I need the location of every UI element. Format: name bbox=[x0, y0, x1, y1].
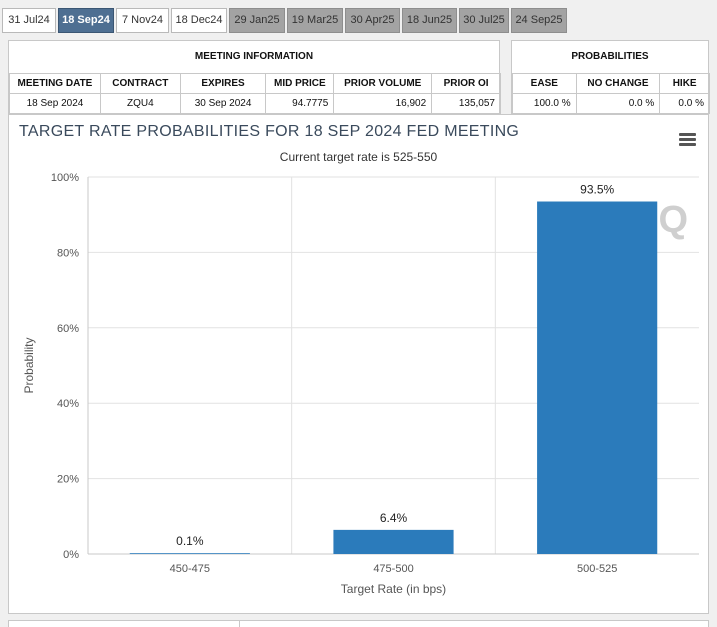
prior-oi-header: PRIOR OI bbox=[431, 73, 501, 94]
x-axis-title: Target Rate (in bps) bbox=[341, 582, 446, 596]
bar-475-500 bbox=[333, 529, 454, 554]
chart-panel: TARGET RATE PROBABILITIES FOR 18 SEP 202… bbox=[8, 114, 709, 614]
meeting-information-table: MEETING DATE CONTRACT EXPIRES MID PRICE … bbox=[9, 73, 501, 114]
x-tick-label: 475-500 bbox=[373, 563, 413, 575]
tab-31-jul24[interactable]: 31 Jul24 bbox=[2, 8, 56, 33]
table-header-row: EASE NO CHANGE HIKE bbox=[512, 73, 710, 94]
expires-value: 30 Sep 2024 bbox=[179, 93, 267, 114]
watermark-logo: Q bbox=[658, 199, 688, 241]
mid-price-header: MID PRICE bbox=[265, 73, 335, 94]
mid-price-value: 94.7775 bbox=[265, 93, 335, 114]
chart-title: TARGET RATE PROBABILITIES FOR 18 SEP 202… bbox=[19, 123, 520, 140]
hike-value: 0.0 % bbox=[659, 93, 710, 114]
tab-19-mar25[interactable]: 19 Mar25 bbox=[287, 8, 343, 33]
y-tick-label: 80% bbox=[57, 247, 79, 259]
x-tick-label: 500-525 bbox=[577, 563, 617, 575]
data-label: 6.4% bbox=[380, 511, 408, 525]
hamburger-menu-icon[interactable] bbox=[679, 133, 696, 147]
table-row: 18 Sep 2024 ZQU4 30 Sep 2024 94.7775 16,… bbox=[9, 93, 501, 114]
bar-chart: 0% 20% 40% 60% 80% 100% 0.1% 450-475 6.4% 475-500… bbox=[22, 172, 699, 596]
y-axis-title: Probability bbox=[22, 337, 36, 393]
tab-30-apr25[interactable]: 30 Apr25 bbox=[345, 8, 400, 33]
tab-30-jul25[interactable]: 30 Jul25 bbox=[459, 8, 509, 33]
bottom-panel-edge bbox=[8, 620, 709, 627]
meeting-date-value: 18 Sep 2024 bbox=[9, 93, 101, 114]
expires-header: EXPIRES bbox=[179, 73, 267, 94]
meeting-information-panel: MEETING INFORMATION MEETING DATE CONTRAC… bbox=[8, 40, 501, 114]
contract-value: ZQU4 bbox=[99, 93, 181, 114]
prior-volume-value: 16,902 bbox=[333, 93, 433, 114]
tab-18-jun25[interactable]: 18 Jun25 bbox=[402, 8, 457, 33]
tab-29-jan25[interactable]: 29 Jan25 bbox=[229, 8, 285, 33]
tab-18-dec24[interactable]: 18 Dec24 bbox=[171, 8, 227, 33]
y-tick-label: 60% bbox=[57, 323, 79, 335]
probabilities-title: PROBABILITIES bbox=[571, 51, 649, 62]
y-tick-label: 0% bbox=[63, 549, 79, 561]
data-label: 93.5% bbox=[580, 183, 614, 197]
bar-500-525 bbox=[537, 201, 658, 554]
prior-oi-value: 135,057 bbox=[431, 93, 501, 114]
prior-volume-header: PRIOR VOLUME bbox=[333, 73, 433, 94]
y-tick-label: 40% bbox=[57, 398, 79, 410]
ease-value: 100.0 % bbox=[512, 93, 577, 114]
meeting-information-title: MEETING INFORMATION bbox=[194, 51, 314, 62]
tab-7-nov24[interactable]: 7 Nov24 bbox=[116, 8, 169, 33]
hike-header: HIKE bbox=[659, 73, 710, 94]
tab-24-sep25[interactable]: 24 Sep25 bbox=[511, 8, 567, 33]
tab-18-sep24[interactable]: 18 Sep24 bbox=[58, 8, 114, 33]
probabilities-panel: PROBABILITIES EASE NO CHANGE HIKE 100.0 … bbox=[511, 40, 710, 114]
meeting-date-header: MEETING DATE bbox=[9, 73, 101, 94]
data-label: 0.1% bbox=[176, 534, 204, 548]
chart-subtitle: Current target rate is 525-550 bbox=[279, 150, 438, 164]
ease-header: EASE bbox=[512, 73, 577, 94]
contract-header: CONTRACT bbox=[99, 73, 181, 94]
x-tick-label: 450-475 bbox=[170, 563, 210, 575]
no-change-header: NO CHANGE bbox=[575, 73, 661, 94]
y-tick-label: 100% bbox=[51, 172, 79, 184]
probabilities-table: EASE NO CHANGE HIKE 100.0 % 0.0 % 0.0 % bbox=[512, 73, 710, 114]
y-tick-label: 20% bbox=[57, 474, 79, 486]
bar-450-475 bbox=[129, 553, 250, 554]
table-row: 100.0 % 0.0 % 0.0 % bbox=[512, 93, 710, 114]
no-change-value: 0.0 % bbox=[575, 93, 661, 114]
table-header-row: MEETING DATE CONTRACT EXPIRES MID PRICE … bbox=[9, 73, 501, 94]
